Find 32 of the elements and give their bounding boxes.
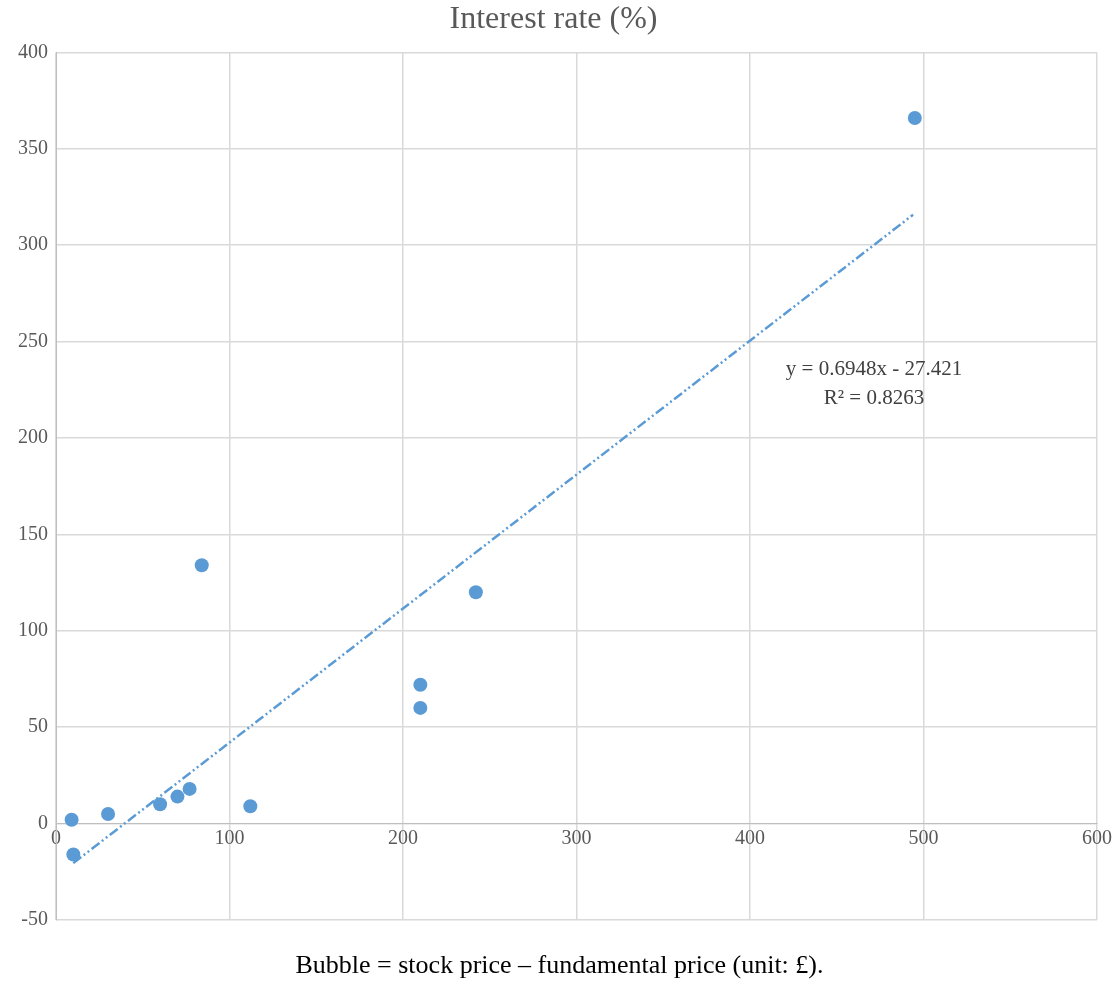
point: [468, 585, 483, 600]
annotation: R² = 0.8263: [823, 384, 925, 409]
y-tick-label: 150: [18, 521, 48, 544]
y-tick-label: 250: [18, 328, 48, 351]
y-tick-label: 200: [18, 425, 48, 448]
point: [182, 781, 197, 796]
y-tick-label: -50: [21, 907, 48, 930]
point: [64, 812, 79, 827]
x-tick-label: 100: [214, 825, 245, 848]
point: [413, 677, 428, 692]
y-tick-label: 300: [18, 232, 48, 255]
x-tick-label: 200: [388, 825, 418, 848]
y-tick-label: 50: [28, 714, 48, 737]
point: [907, 110, 922, 125]
x-tick-label: 500: [908, 825, 939, 848]
point: [194, 558, 209, 573]
y-tick-label: 0: [38, 810, 48, 833]
point: [101, 806, 116, 821]
chart-title: Interest rate (%): [449, 0, 658, 35]
x-tick-label: 400: [735, 825, 765, 848]
x-tick-label: 300: [561, 825, 592, 848]
x-axis-title: Bubble = stock price – fundamental price (unit: £).: [294, 950, 825, 980]
point: [413, 700, 428, 715]
point: [243, 799, 258, 814]
point: [153, 797, 168, 812]
y-tick-label: 350: [18, 136, 48, 159]
point: [66, 847, 81, 862]
x-tick-label: 600: [1082, 825, 1112, 848]
annotation: y = 0.6948x - 27.421: [785, 355, 963, 380]
point: [170, 789, 185, 804]
y-tick-label: 100: [18, 618, 48, 641]
y-tick-label: 400: [18, 39, 48, 62]
